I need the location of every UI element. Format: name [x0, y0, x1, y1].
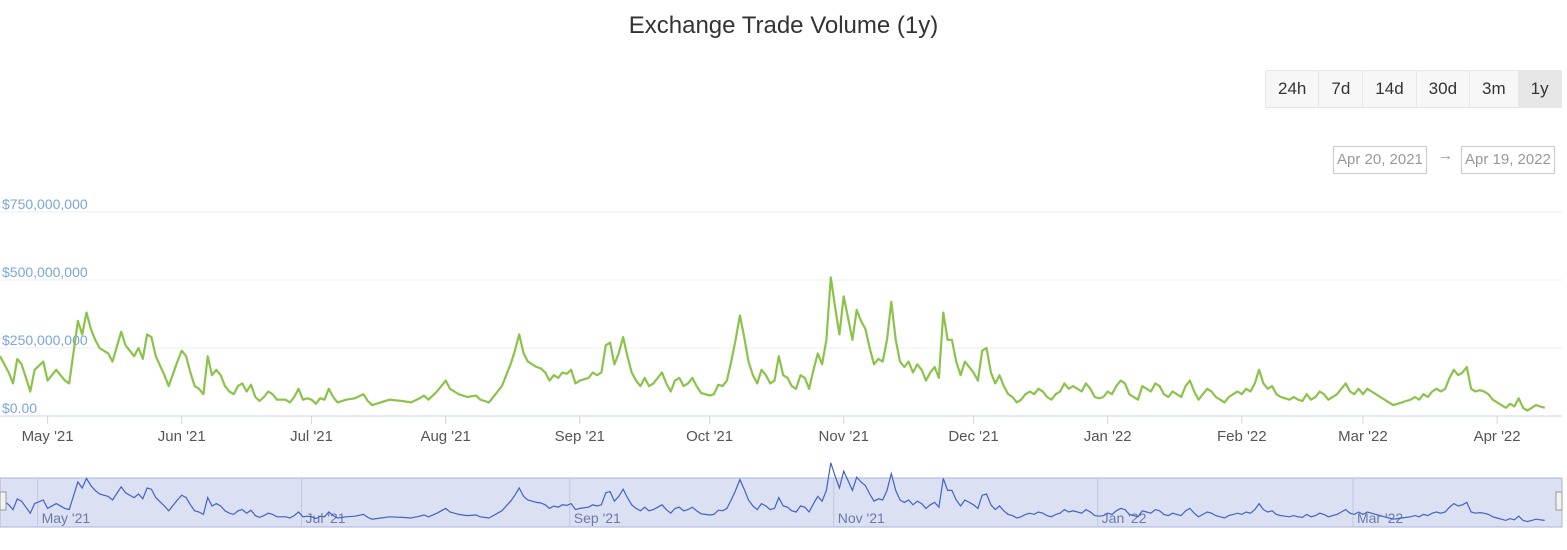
y-axis: $0.00 $250,000,000 $500,000,000 $750,000,00…: [2, 196, 88, 416]
range-button-24h[interactable]: 24h: [1266, 71, 1320, 107]
navigator[interactable]: May '21 Jul '21 Sep '21 Nov '21 Jan '22 Mar '…: [0, 462, 1563, 528]
x-tick-label: Jun '21: [158, 428, 206, 445]
navigator-tick-label: Sep '21: [574, 510, 621, 526]
date-range-arrow: →: [1438, 147, 1453, 164]
range-selector: 24h 7d 14d 30d 3m 1y: [1265, 70, 1562, 108]
range-button-30d[interactable]: 30d: [1416, 71, 1471, 107]
range-button-1y[interactable]: 1y: [1518, 71, 1561, 107]
range-button-3m[interactable]: 3m: [1470, 71, 1519, 107]
x-tick-label: Oct '21: [686, 428, 733, 445]
x-tick-label: Sep '21: [555, 428, 605, 445]
navigator-tick-label: Mar '22: [1357, 510, 1403, 526]
x-axis: May '21 Jun '21 Jul '21 Aug '21 Sep '21 Oct '…: [22, 416, 1521, 445]
x-tick-label: May '21: [22, 428, 74, 445]
x-tick-label: Mar '22: [1338, 428, 1388, 445]
y-tick-label: $750,000,000: [2, 196, 88, 212]
chart-title: Exchange Trade Volume (1y): [628, 12, 939, 39]
navigator-left-handle[interactable]: [0, 491, 7, 511]
range-button-7d[interactable]: 7d: [1319, 71, 1364, 107]
x-tick-label: Aug '21: [420, 428, 470, 445]
navigator-right-handle[interactable]: [1555, 491, 1563, 511]
y-tick-label: $250,000,000: [2, 332, 88, 348]
grid-lines: [0, 211, 1562, 349]
x-tick-label: Feb '22: [1217, 428, 1267, 445]
y-tick-label: $0.00: [2, 400, 37, 416]
navigator-tick-label: Nov '21: [838, 510, 885, 526]
range-button-14d[interactable]: 14d: [1363, 71, 1417, 107]
x-tick-label: Jan '22: [1084, 428, 1132, 445]
x-tick-label: Jul '21: [290, 428, 333, 445]
date-from-input[interactable]: Apr 20, 2021: [1333, 146, 1427, 174]
date-to-input[interactable]: Apr 19, 2022: [1461, 146, 1555, 174]
y-tick-label: $500,000,000: [2, 264, 88, 280]
navigator-tick-label: May '21: [42, 510, 91, 526]
navigator-tick-label: Jan '22: [1102, 510, 1147, 526]
x-tick-label: Apr '22: [1474, 428, 1521, 445]
volume-series-line: [0, 276, 1546, 412]
navigator-series-line: [0, 462, 1545, 523]
x-tick-label: Nov '21: [819, 428, 869, 445]
navigator-tick-label: Jul '21: [306, 510, 346, 526]
x-tick-label: Dec '21: [948, 428, 998, 445]
